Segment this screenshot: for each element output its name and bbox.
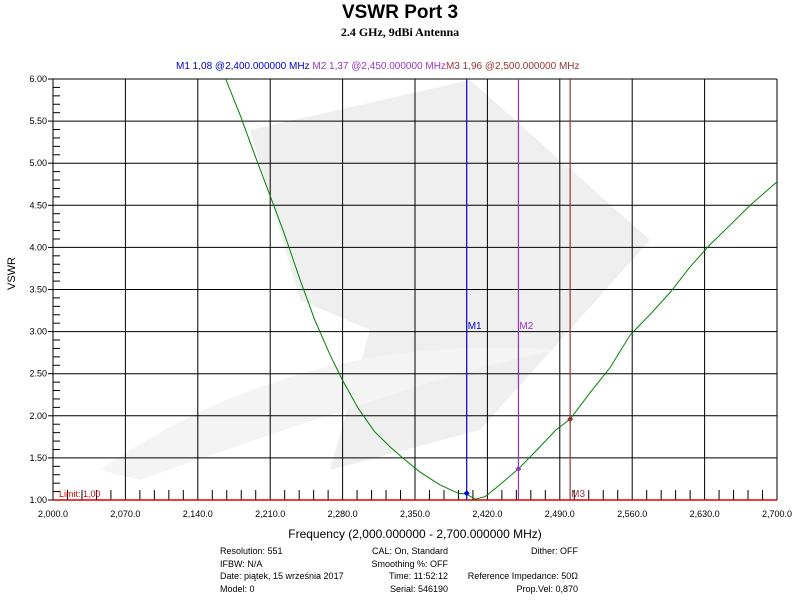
chart-title: VSWR Port 3	[341, 2, 459, 23]
y-tick-label: 1.50	[29, 453, 47, 463]
marker-label-m1: M1	[468, 321, 482, 332]
prop-vel-text: Prop.Vel: 0,870	[516, 583, 578, 594]
x-tick-label: 2,210.0	[255, 509, 285, 519]
y-tick-label: 4.00	[29, 242, 47, 252]
marker-m3-readout: M3 1,96 @2,500.000000 MHz	[445, 61, 580, 72]
info-col-1: Resolution: 551 IFBW: N/A Date: piątek, …	[220, 545, 344, 595]
model-text: Model: 0	[220, 583, 255, 594]
marker-label-m2: M2	[519, 321, 533, 332]
marker-point-m1	[463, 490, 470, 497]
x-tick-label: 2,630.0	[690, 509, 720, 519]
marker-label-m3: M3	[571, 489, 585, 500]
limit-label: Limit: 1,00	[59, 489, 101, 499]
x-tick-label: 2,490.0	[545, 509, 575, 519]
x-tick-label: 2,140.0	[183, 509, 213, 519]
marker-readouts: M1 1,08 @2,400.000000 MHz M2 1,37 @2,450…	[176, 61, 580, 72]
resolution-text: Resolution: 551	[220, 546, 283, 556]
watermark-logo	[250, 80, 650, 470]
x-tick-label: 2,560.0	[617, 509, 647, 519]
y-tick-label: 3.00	[29, 327, 47, 337]
chart-subtitle: 2.4 GHz, 9dBi Antenna	[340, 25, 460, 39]
x-tick-label: 2,070.0	[110, 509, 140, 519]
y-tick-label: 6.00	[29, 74, 47, 84]
x-tick-label: 2,000.0	[38, 509, 68, 519]
watermark-swoosh	[100, 347, 560, 480]
x-tick-label: 2,350.0	[400, 509, 430, 519]
y-tick-label: 4.50	[29, 200, 47, 210]
y-tick-label: 5.50	[29, 116, 47, 126]
ifbw-text: IFBW: N/A	[220, 558, 263, 569]
y-tick-label: 3.50	[29, 285, 47, 295]
info-col-3: Dither: OFF Reference Impedance: 50Ω Pro…	[455, 545, 578, 595]
serial-text: Serial: 546190	[389, 583, 448, 594]
dither-text: Dither: OFF	[530, 546, 578, 556]
x-tick-label: 2,280.0	[328, 509, 358, 519]
marker-point-m3	[567, 416, 574, 423]
marker-point-m2	[515, 465, 522, 472]
ref-impedance-text: Reference Impedance: 50Ω	[467, 571, 578, 581]
smoothing-text: Smoothing %: OFF	[371, 558, 448, 569]
info-col-2: CAL: On, Standard Smoothing %: OFF Time:…	[360, 545, 448, 595]
y-tick-label: 5.00	[29, 158, 47, 168]
x-axis-label: Frequency (2,000.000000 - 2,700.000000 M…	[288, 527, 542, 541]
marker-m1-readout: M1 1,08 @2,400.000000 MHz	[176, 61, 310, 72]
time-text: Time: 11:52:12	[388, 571, 448, 581]
date-text: Date: piątek, 15 września 2017	[220, 571, 344, 581]
x-tick-label: 2,700.0	[762, 509, 792, 519]
marker-m2-readout: M2 1,37 @2,450.000000 MHz	[312, 61, 446, 72]
y-axis-label: VSWR	[6, 257, 18, 290]
y-tick-label: 2.00	[29, 411, 47, 421]
x-tick-label: 2,420.0	[472, 509, 502, 519]
y-tick-label: 1.00	[29, 495, 47, 505]
vswr-trace	[225, 78, 778, 500]
cal-text: CAL: On, Standard	[371, 546, 448, 556]
y-tick-label: 2.50	[29, 369, 47, 379]
